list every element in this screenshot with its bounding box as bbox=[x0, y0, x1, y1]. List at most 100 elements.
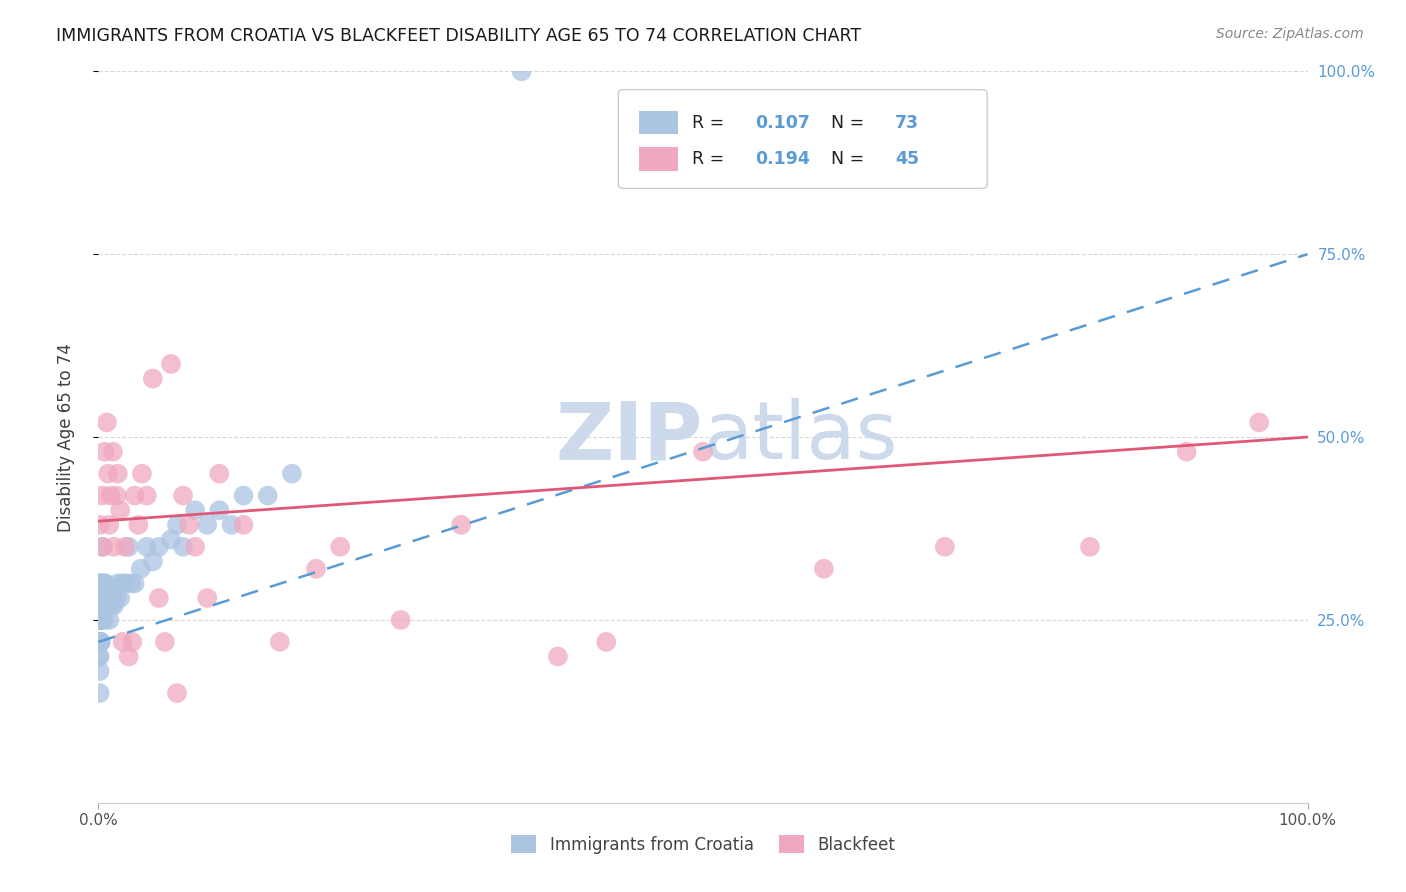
Point bbox=[184, 503, 207, 517]
Point bbox=[96, 416, 118, 430]
Point bbox=[111, 576, 134, 591]
Point bbox=[89, 591, 111, 605]
Point bbox=[160, 357, 183, 371]
Text: ZIP: ZIP bbox=[555, 398, 703, 476]
Text: IMMIGRANTS FROM CROATIA VS BLACKFEET DISABILITY AGE 65 TO 74 CORRELATION CHART: IMMIGRANTS FROM CROATIA VS BLACKFEET DIS… bbox=[56, 27, 862, 45]
Point bbox=[208, 503, 231, 517]
Point bbox=[934, 540, 956, 554]
Point bbox=[329, 540, 352, 554]
Point bbox=[118, 540, 141, 554]
Point bbox=[91, 540, 114, 554]
Point bbox=[89, 613, 111, 627]
Point bbox=[129, 562, 152, 576]
Point bbox=[108, 591, 131, 605]
Point bbox=[232, 489, 254, 503]
Point bbox=[127, 517, 149, 532]
Point bbox=[100, 599, 122, 613]
Point bbox=[91, 599, 114, 613]
Point bbox=[89, 599, 111, 613]
Point bbox=[595, 635, 617, 649]
Point bbox=[89, 635, 111, 649]
Point bbox=[94, 591, 117, 605]
Point bbox=[89, 517, 111, 532]
Point bbox=[94, 576, 117, 591]
Point bbox=[166, 686, 188, 700]
Point bbox=[118, 649, 141, 664]
Point bbox=[692, 444, 714, 458]
Point bbox=[195, 517, 218, 532]
Point bbox=[97, 467, 120, 481]
Point bbox=[101, 444, 124, 458]
Point bbox=[89, 664, 111, 678]
Point bbox=[89, 591, 111, 605]
Point bbox=[89, 613, 111, 627]
Point bbox=[172, 540, 194, 554]
Point bbox=[221, 517, 243, 532]
Point bbox=[91, 576, 114, 591]
Point bbox=[100, 591, 122, 605]
Point bbox=[87, 591, 110, 605]
Point bbox=[91, 540, 114, 554]
Point bbox=[813, 562, 835, 576]
Text: 73: 73 bbox=[896, 113, 920, 131]
Point bbox=[89, 635, 111, 649]
Point bbox=[87, 576, 110, 591]
Point bbox=[547, 649, 569, 664]
Point bbox=[89, 576, 111, 591]
Point bbox=[124, 576, 146, 591]
Point bbox=[90, 613, 112, 627]
Point bbox=[103, 540, 125, 554]
Point bbox=[89, 591, 111, 605]
Point bbox=[91, 591, 114, 605]
Point bbox=[208, 467, 231, 481]
Point bbox=[1249, 416, 1271, 430]
Point bbox=[1078, 540, 1101, 554]
Point bbox=[90, 635, 112, 649]
FancyBboxPatch shape bbox=[619, 90, 987, 188]
Point bbox=[96, 591, 118, 605]
Point bbox=[100, 489, 122, 503]
Point bbox=[195, 591, 218, 605]
Point bbox=[89, 613, 111, 627]
Text: 0.107: 0.107 bbox=[755, 113, 810, 131]
Point bbox=[120, 576, 142, 591]
Point bbox=[89, 576, 111, 591]
Point bbox=[89, 649, 111, 664]
Point bbox=[305, 562, 328, 576]
Point bbox=[281, 467, 304, 481]
Point bbox=[89, 613, 111, 627]
Point bbox=[89, 613, 111, 627]
Text: R =: R = bbox=[692, 150, 730, 168]
Point bbox=[98, 517, 121, 532]
Point bbox=[256, 489, 278, 503]
Point bbox=[93, 613, 115, 627]
Point bbox=[89, 686, 111, 700]
Point bbox=[89, 591, 111, 605]
Point bbox=[91, 489, 114, 503]
Point bbox=[108, 503, 131, 517]
Point bbox=[131, 467, 153, 481]
Point bbox=[232, 517, 254, 532]
Point bbox=[179, 517, 201, 532]
Point bbox=[160, 533, 183, 547]
Point bbox=[101, 591, 124, 605]
Point bbox=[89, 635, 111, 649]
Point bbox=[90, 599, 112, 613]
Point bbox=[87, 649, 110, 664]
Point bbox=[98, 613, 121, 627]
Point bbox=[93, 591, 115, 605]
Point bbox=[87, 635, 110, 649]
Point bbox=[114, 540, 136, 554]
Text: 0.194: 0.194 bbox=[755, 150, 810, 168]
Point bbox=[103, 599, 125, 613]
Point bbox=[93, 444, 115, 458]
Point bbox=[166, 517, 188, 532]
Point bbox=[142, 371, 165, 385]
Point bbox=[135, 540, 157, 554]
Point bbox=[111, 635, 134, 649]
Text: N =: N = bbox=[831, 113, 870, 131]
Text: atlas: atlas bbox=[703, 398, 897, 476]
Point bbox=[89, 591, 111, 605]
Point bbox=[1175, 444, 1198, 458]
Point bbox=[89, 635, 111, 649]
